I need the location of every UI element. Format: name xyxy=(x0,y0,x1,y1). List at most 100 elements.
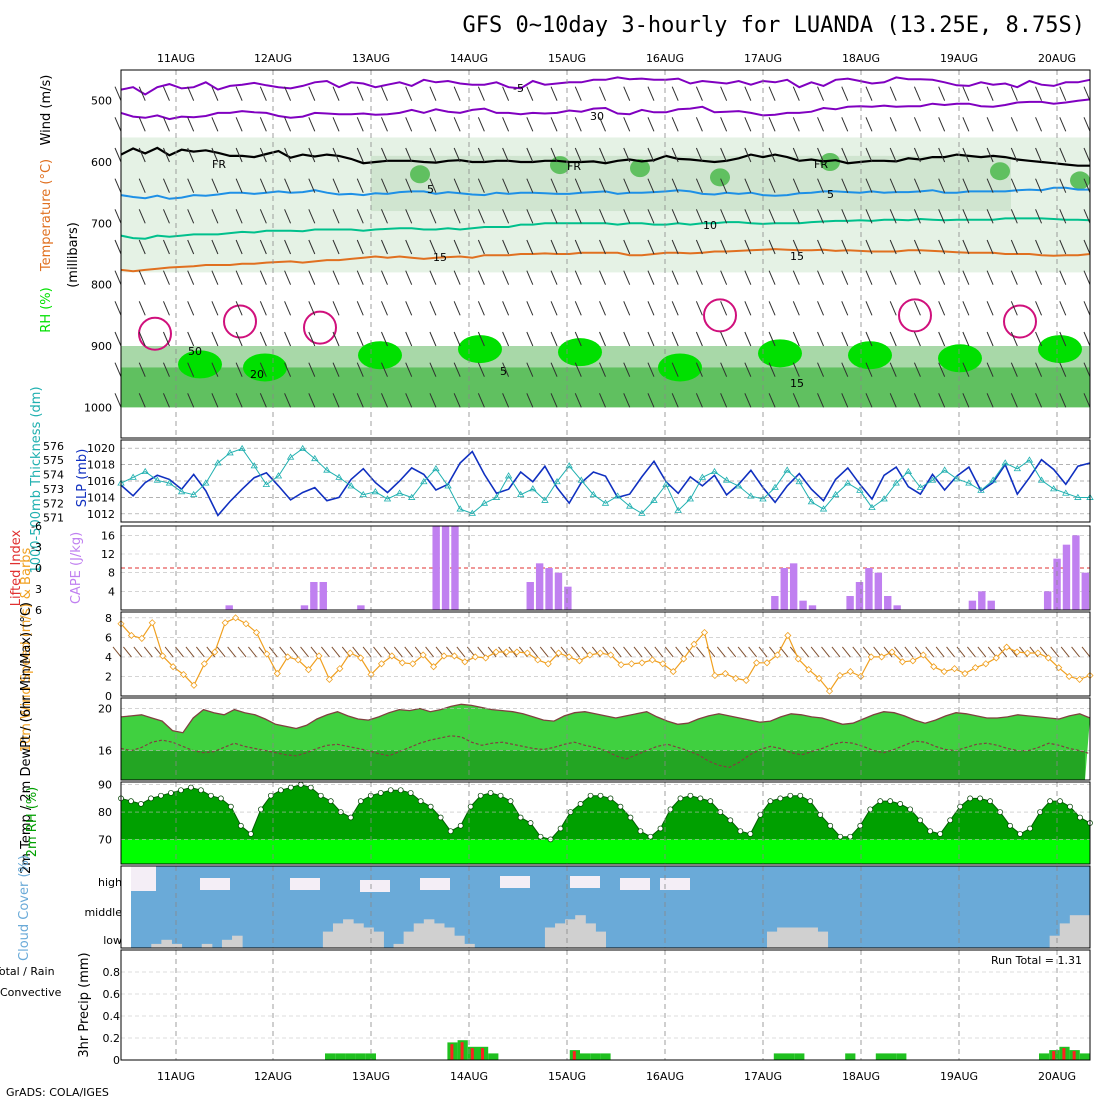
wind-barb xyxy=(308,239,316,255)
rh2m-marker xyxy=(1057,798,1063,804)
wind-barb xyxy=(356,178,364,193)
wind-barb xyxy=(308,393,316,408)
cloud-low-bar xyxy=(797,927,808,948)
wind-speed-marker xyxy=(1013,648,1021,656)
wind-speed-marker xyxy=(544,660,552,668)
cape-tick: 4 xyxy=(108,585,115,598)
wind-barb xyxy=(550,239,558,255)
rh2m-marker xyxy=(667,806,674,813)
rh2m-marker xyxy=(577,801,584,807)
wind-barb xyxy=(284,362,292,377)
thickness-marker xyxy=(1037,476,1046,483)
wind-barb xyxy=(962,301,970,316)
wind-speed-marker xyxy=(1076,675,1084,683)
wind-barb xyxy=(259,209,267,224)
wind-barb xyxy=(913,239,921,255)
thickness-axis-label: 1000-500mb Thickness (dm) xyxy=(29,386,44,573)
wind-barb xyxy=(841,301,849,316)
rh2m-marker xyxy=(497,792,504,799)
wind-barb-10m xyxy=(373,646,382,658)
wind-barb xyxy=(574,362,582,377)
thickness-marker xyxy=(880,495,888,502)
wind-barb xyxy=(599,270,606,285)
wind-barb xyxy=(695,331,703,347)
wind-barb xyxy=(114,147,122,163)
wind-barb xyxy=(526,362,534,377)
wind-barb xyxy=(477,117,485,132)
thickness-marker xyxy=(541,496,549,503)
slp-tick: 1016 xyxy=(87,475,115,488)
rh2m-marker xyxy=(1047,798,1053,804)
wind-barb xyxy=(671,209,679,224)
slp-tick: 1020 xyxy=(87,442,115,455)
wind-barb xyxy=(138,362,146,377)
rh2m-marker xyxy=(707,798,714,804)
rh2m-marker xyxy=(557,825,564,832)
wind-speed-marker xyxy=(878,653,886,661)
wind-barb-10m xyxy=(977,646,987,658)
wind-barb xyxy=(284,147,292,163)
wind-barb xyxy=(768,117,776,132)
wind-barb xyxy=(599,147,606,163)
wind-speed-marker xyxy=(138,634,146,642)
cloud-low-bar xyxy=(171,943,183,948)
wind-barb xyxy=(671,178,679,193)
rh-saturated-blob xyxy=(243,353,287,382)
thickness-marker xyxy=(601,499,610,506)
wind-barb xyxy=(1083,86,1091,101)
cloud-high-patch xyxy=(500,876,530,888)
rh2m-marker xyxy=(517,814,524,821)
wind-barb xyxy=(913,178,921,193)
precip-convective-bar xyxy=(460,1042,464,1060)
wind-barb xyxy=(792,301,800,316)
wind-barb xyxy=(1059,209,1067,224)
wind-barb-10m xyxy=(362,646,372,658)
wind-barb xyxy=(138,209,146,224)
cape-bar xyxy=(545,568,553,610)
wind-barb xyxy=(405,301,413,316)
contour-label: 10 xyxy=(703,219,717,232)
wind-speed-marker xyxy=(961,669,969,678)
rh-moist-spot xyxy=(410,165,430,184)
wind-barb xyxy=(114,393,122,408)
wind-barb xyxy=(138,117,146,132)
wind-barb xyxy=(405,178,413,193)
wind-barb xyxy=(574,117,582,132)
cloud-low-bar xyxy=(232,935,243,948)
wind-barb-10m xyxy=(456,646,466,658)
wind-barb-10m xyxy=(300,646,309,658)
wind-barb xyxy=(962,117,970,132)
rh2m-marker xyxy=(837,833,844,840)
wind-barb xyxy=(1010,86,1018,101)
wind-barb xyxy=(1035,239,1043,255)
date-label-top: 20AUG xyxy=(1038,52,1076,65)
wind-barb xyxy=(574,86,582,101)
wind-barb xyxy=(962,178,970,193)
wind-speed-marker xyxy=(919,651,927,659)
wind-barb xyxy=(695,239,703,255)
wind-barb xyxy=(114,178,122,193)
thickness-marker xyxy=(565,462,573,469)
rh2m-marker xyxy=(347,814,354,821)
cloud-level-label: low xyxy=(103,934,122,947)
wind-speed-marker xyxy=(596,649,604,657)
wind-barb xyxy=(332,178,340,193)
wind-barb-10m xyxy=(987,646,997,658)
chart-title: GFS 0~10day 3-hourly for LUANDA (13.25E,… xyxy=(462,13,1085,38)
wind-speed-marker xyxy=(346,649,354,657)
wind-barb xyxy=(356,301,364,316)
rh2m-marker xyxy=(807,798,814,804)
wind-speed-marker xyxy=(409,660,417,668)
wind-barb xyxy=(211,331,219,347)
wind-speed-marker xyxy=(950,665,959,673)
wind-speed-marker xyxy=(846,668,854,676)
wind-barb xyxy=(574,239,582,255)
thickness-marker xyxy=(129,473,137,480)
wind-barb xyxy=(889,209,897,224)
wind-barb-10m xyxy=(425,646,434,658)
wind-speed-marker xyxy=(992,654,1000,662)
cape-bar xyxy=(564,586,572,610)
precip-convective-bar xyxy=(481,1048,484,1060)
wind-barb xyxy=(938,362,946,377)
wind-barb xyxy=(211,209,219,224)
